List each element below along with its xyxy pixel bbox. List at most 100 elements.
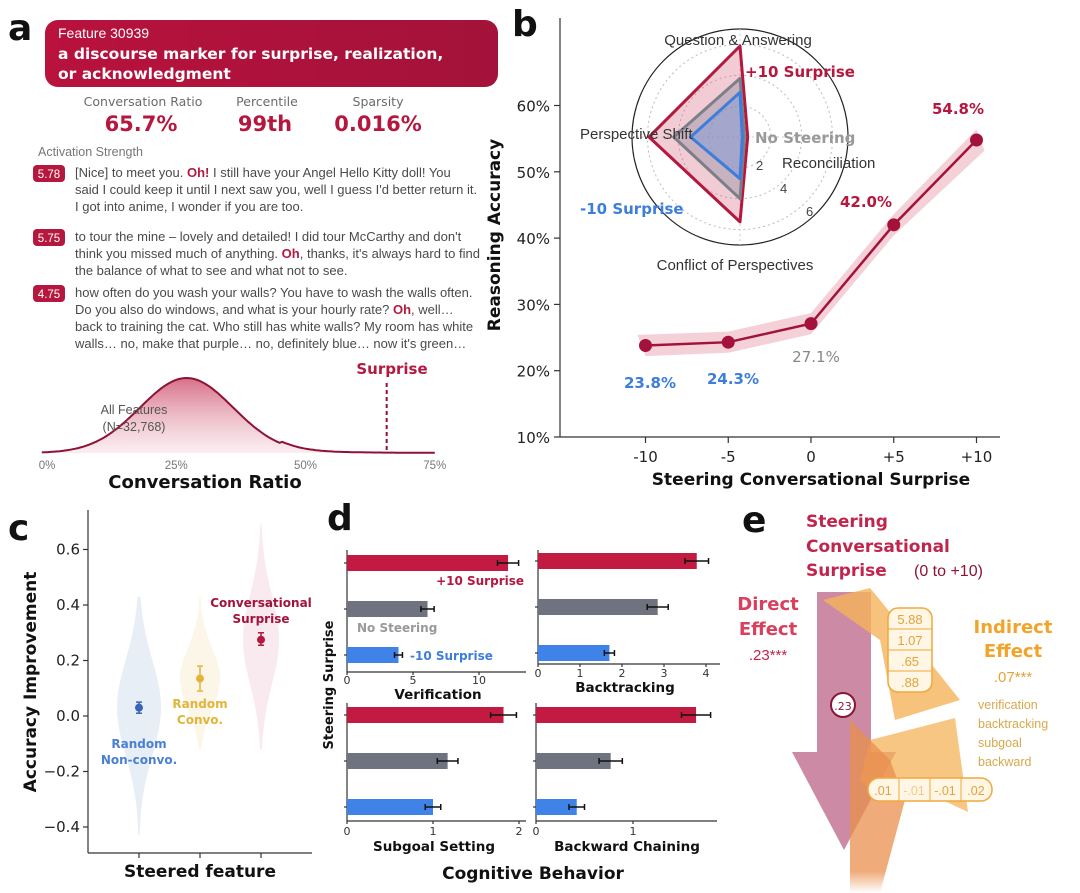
e-title-range: (0 to +10): [914, 563, 983, 580]
b-data-point: [721, 335, 735, 349]
b-xtick-label: 0: [806, 448, 816, 466]
e-title-line2: Conversational: [806, 537, 950, 557]
d-bar: [538, 553, 697, 569]
d-xtick-label: 0: [533, 825, 540, 838]
example-text-line: how often do you wash your walls? You ha…: [75, 285, 472, 300]
d-xtick-label: 3: [661, 667, 668, 680]
radar-axis-label: Reconciliation: [782, 155, 875, 172]
b-data-point: [887, 218, 901, 232]
panel-e: e .23 5.88 1.07 .65 .88 .01 -.01 -.01 .02 Stee…: [737, 500, 1053, 893]
violin-chart: Random Non-convo. Random Convo. Conversation…: [44, 510, 312, 858]
radar-axis-label: Conflict of Perspectives: [657, 257, 814, 274]
text-segment: [Nice] to meet you.: [75, 165, 187, 180]
text-segment: said I could keep it until I next saw yo…: [75, 182, 477, 197]
highlighted-token: Oh!: [187, 165, 209, 180]
b-value-label: 24.3%: [707, 370, 759, 388]
radar-series-polygon: [647, 44, 750, 224]
text-segment: walls… no, make that purple… no, definit…: [74, 336, 466, 351]
stat-value-conversation-ratio: 65.7%: [105, 112, 178, 136]
mediator-backtracking: backtracking: [978, 717, 1048, 731]
d-bar: [536, 753, 611, 769]
violin-category-label: Convo.: [177, 713, 223, 727]
c-ytick-label: 0.2: [56, 652, 80, 670]
b-ytick-label: 60%: [517, 98, 550, 116]
b-xlabel: Steering Conversational Surprise: [652, 470, 970, 490]
d-subplot-title: Verification: [394, 687, 481, 703]
example-text-line: walls… no, make that purple… no, definit…: [74, 336, 466, 351]
stat-value-sparsity: 0.016%: [334, 112, 421, 136]
d-xtick-label: 4: [703, 667, 710, 680]
example-text-line: [Nice] to meet you. Oh! I still have you…: [75, 165, 451, 180]
panel-letter-b: b: [512, 4, 538, 45]
radar-series-label: +10 Surprise: [745, 63, 855, 81]
panel-letter-c: c: [8, 508, 29, 549]
example-text-line: think you missed much of anything. Oh, t…: [75, 246, 480, 261]
b-path-value: .02: [967, 784, 984, 798]
d-bar: [538, 645, 610, 661]
c-ytick-label: 0.4: [56, 596, 80, 614]
c-xlabel: Steered feature: [124, 862, 276, 882]
text-segment: , well…: [411, 302, 454, 317]
c-ytick-label: 0.0: [56, 707, 80, 725]
a-path-value: 1.07: [897, 633, 922, 648]
text-segment: I still have your Angel Hello Kitty doll…: [209, 165, 450, 180]
direct-effect-line1: Direct: [737, 594, 799, 615]
a-path-values: 5.88 1.07 .65 .88: [887, 607, 933, 693]
dist-xtick: 75%: [423, 460, 446, 472]
indirect-effect-line2: Effect: [984, 641, 1043, 662]
d-subplot-title: Backtracking: [575, 680, 674, 696]
stat-label-percentile: Percentile: [236, 94, 298, 109]
accuracy-line-chart: 10% 20% 30% 40% 50% 60% -10 -5 0 +5 +10 23.8% 24.3% 2…: [517, 18, 1000, 466]
c-ylabel: Accuracy Improvement: [21, 572, 41, 793]
example-text-line: back to training the cat. Who still has …: [75, 319, 473, 334]
d-xtick-label: 0: [535, 667, 542, 680]
panel-letter-d: d: [327, 498, 353, 539]
panel-letter-e: e: [742, 500, 766, 541]
violin-category-label: Random: [111, 737, 166, 751]
d-xtick-label: 1: [430, 825, 437, 838]
d-xtick-label: 1: [630, 825, 637, 838]
d-bar: [347, 707, 504, 723]
d-subplot-title: Subgoal Setting: [373, 839, 495, 855]
d-legend-minus10: -10 Surprise: [410, 649, 493, 663]
text-segment: back to training the cat. Who still has …: [75, 319, 473, 334]
b-xtick-label: +10: [961, 448, 993, 466]
d-xtick-label: 0: [344, 825, 351, 838]
panel-c: c Random Non-convo. Random Convo. Conversati…: [8, 508, 312, 882]
b-value-label: 23.8%: [624, 374, 676, 392]
b-data-point: [639, 339, 652, 353]
b-ylabel: Reasoning Accuracy: [485, 139, 505, 331]
b-ytick-label: 20%: [517, 363, 550, 381]
surprise-marker-label: Surprise: [356, 360, 427, 378]
d-xtick-label: 2: [619, 667, 626, 680]
activation-heading: Activation Strength: [38, 145, 143, 159]
distribution-fill: [41, 378, 435, 453]
d-bar: [347, 647, 399, 663]
radar-series-label: -10 Surprise: [580, 200, 684, 218]
b-ytick-label: 40%: [517, 230, 550, 248]
d-xtick-label: 10: [472, 674, 486, 687]
arrow-fade: [810, 820, 920, 893]
c-ytick-label: −0.4: [44, 818, 80, 836]
b-data-point: [804, 317, 818, 331]
text-segment: , thanks, it's always hard to find: [300, 246, 480, 261]
activation-score: 5.78: [38, 169, 60, 181]
d-xtick-label: 5: [410, 674, 417, 687]
dist-label-line1: All Features: [101, 403, 168, 417]
example-text-line: I got into anime, I wonder if you are to…: [75, 199, 303, 214]
d-bar: [347, 555, 509, 571]
b-value-label: 27.1%: [792, 348, 840, 366]
radar-inset: 2 4 6 Question & Answering Reconciliation Con…: [580, 28, 875, 274]
d-bar: [536, 707, 697, 723]
panel-a: a Feature 30939 a discourse marker for s…: [8, 8, 498, 493]
text-segment: how often do you wash your walls? You ha…: [75, 285, 472, 300]
a-path-value: 5.88: [897, 612, 922, 627]
dist-xtick: 25%: [165, 460, 188, 472]
distribution-curve: [41, 376, 435, 454]
b-ytick-label: 10%: [517, 429, 550, 447]
b-xtick-label: -10: [633, 448, 658, 466]
activation-score: 5.75: [38, 233, 60, 245]
b-path-value: -.01: [934, 784, 956, 798]
feature-banner: [45, 20, 498, 87]
